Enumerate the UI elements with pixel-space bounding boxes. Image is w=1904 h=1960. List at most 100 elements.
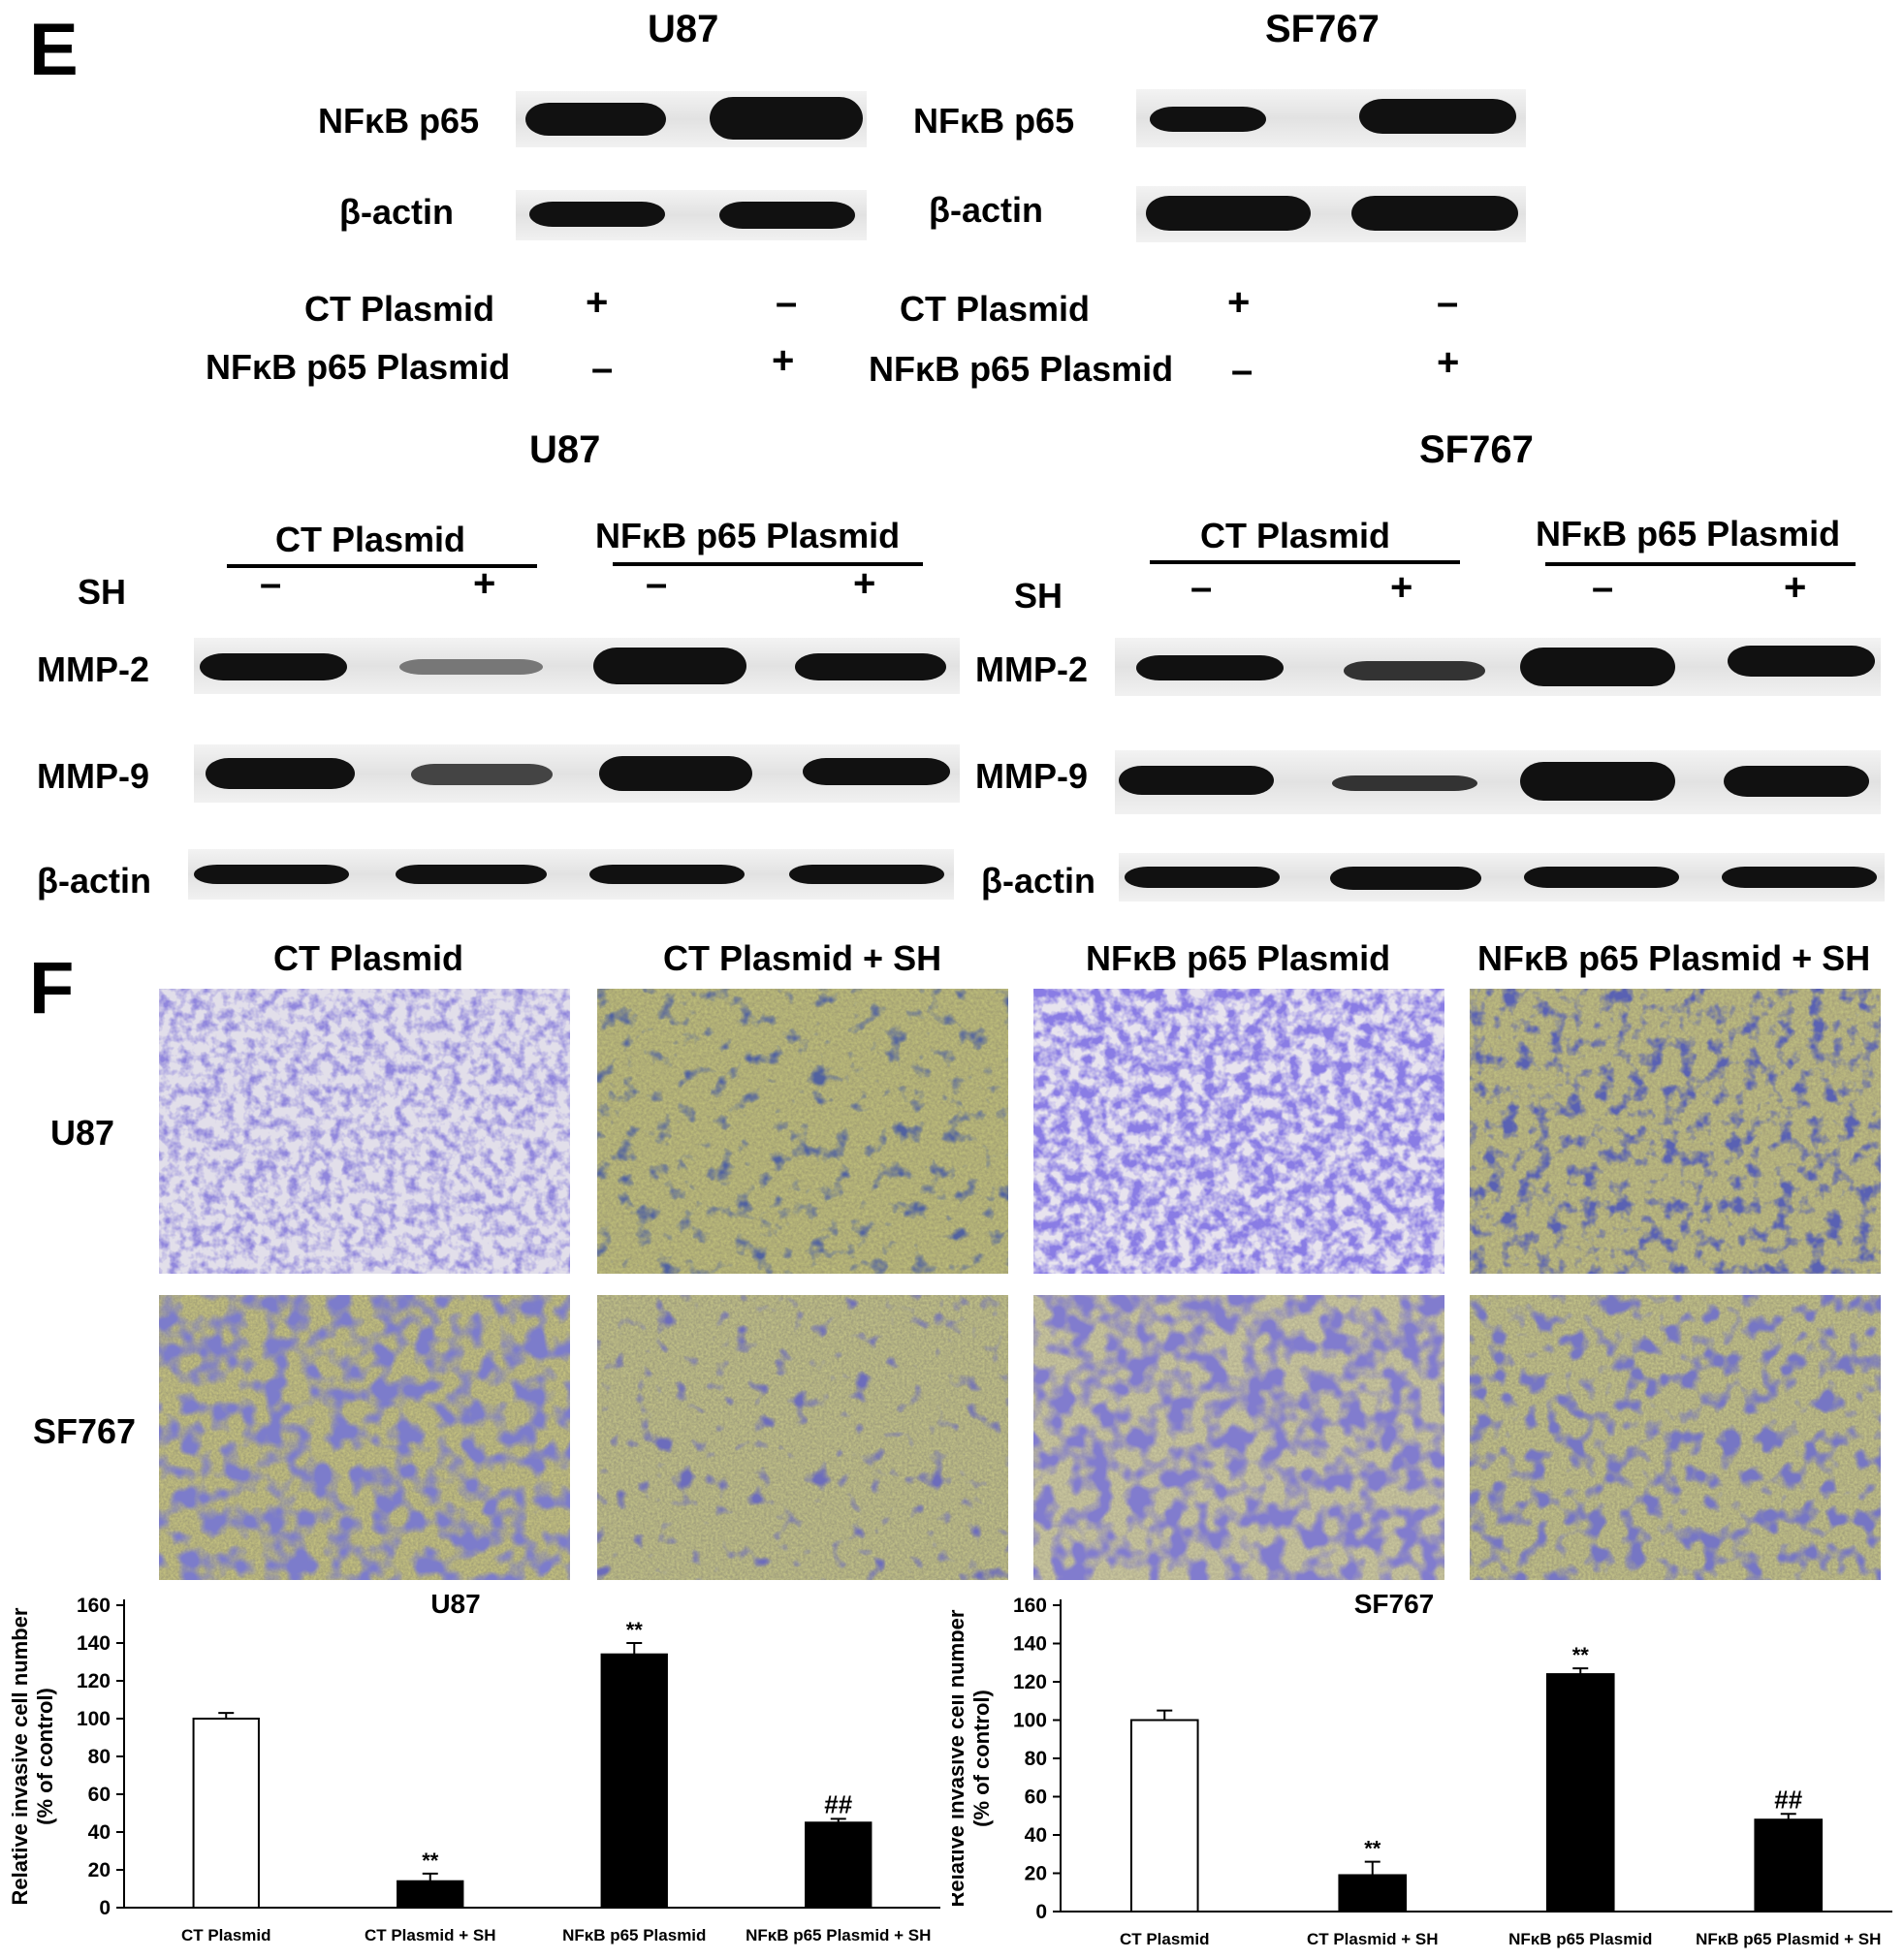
bar <box>805 1821 873 1909</box>
actin-label-left: β-actin <box>339 192 454 232</box>
micrograph-texture <box>159 1295 570 1580</box>
y-tick-label: 140 <box>77 1632 111 1655</box>
sh-label-left: SH <box>78 572 127 612</box>
micrograph-texture <box>1033 989 1444 1274</box>
blot-u87-mmp2 <box>194 638 960 694</box>
band <box>1136 655 1284 680</box>
plus-sign: + <box>586 281 609 324</box>
y-tick-label: 100 <box>77 1708 111 1730</box>
y-tick-label: 20 <box>88 1859 111 1881</box>
band <box>194 865 349 884</box>
ct-plasmid-bracket-right <box>1150 560 1460 564</box>
micrograph-sf767-ct-plasmid <box>159 1295 570 1580</box>
minus-sign: – <box>1190 566 1213 609</box>
bottom-right-cell-line-title: SF767 <box>1419 428 1534 471</box>
y-tick-label: 40 <box>88 1821 111 1844</box>
blot-sf767-mmp9 <box>1115 750 1881 814</box>
x-tick-label: NFκB p65 Plasmid <box>1508 1930 1652 1948</box>
blot-u87-mmp9 <box>194 744 960 803</box>
bar-chart-u87: U87 Relative invasive cell number (% of co… <box>8 1589 940 1944</box>
micrograph-u87-ct-plasmid <box>159 989 570 1274</box>
micrograph-sf767-nfkb-plasmid-sh <box>1470 1295 1881 1580</box>
minus-sign: – <box>260 562 282 605</box>
band <box>525 103 666 136</box>
y-tick-label: 60 <box>1025 1786 1047 1809</box>
ct-plasmid-row-label-left: CT Plasmid <box>304 289 495 329</box>
minus-sign: – <box>776 281 798 324</box>
significance-annotation: ## <box>824 1789 852 1818</box>
row-label-u87: U87 <box>50 1113 115 1153</box>
actin-label-bottom-left: β-actin <box>37 861 151 901</box>
ct-plasmid-header-right: CT Plasmid <box>1200 516 1391 555</box>
actin-label-right: β-actin <box>929 190 1043 230</box>
plus-sign: + <box>1390 566 1413 609</box>
micrograph-texture <box>597 989 1008 1274</box>
y-axis-label: Relative invasive cell number <box>8 1607 32 1905</box>
chart-title: U87 <box>430 1589 480 1619</box>
bottom-left-cell-line-title: U87 <box>529 428 601 471</box>
band <box>411 764 553 785</box>
y-tick-label: 140 <box>1013 1633 1047 1656</box>
y-tick-label: 160 <box>1013 1595 1047 1617</box>
band <box>1332 775 1477 791</box>
nfkb-plasmid-bracket-right <box>1545 562 1856 566</box>
x-tick-label: CT Plasmid + SH <box>365 1926 496 1944</box>
blot-sf767-actin <box>1136 186 1526 242</box>
band <box>1344 661 1485 680</box>
micrograph-texture <box>597 1295 1008 1580</box>
band <box>593 648 746 684</box>
blot-u87-nfkb <box>516 91 867 147</box>
bar <box>1129 1719 1199 1913</box>
x-tick-label: CT Plasmid <box>181 1926 271 1944</box>
minus-sign: – <box>591 347 614 390</box>
y-tick-label: 160 <box>77 1595 111 1617</box>
band <box>795 653 946 680</box>
y-axis-label-units: (% of control) <box>969 1690 994 1827</box>
y-axis-label: Relative invasive cell number <box>952 1609 968 1907</box>
band <box>206 758 355 789</box>
micrograph-texture <box>1470 989 1881 1274</box>
blot-sf767-nfkb <box>1136 89 1526 147</box>
plus-sign: + <box>1227 281 1251 324</box>
mmp9-label-right: MMP-9 <box>975 756 1088 796</box>
micrograph-u87-nfkb-plasmid <box>1033 989 1444 1274</box>
plus-sign: + <box>853 562 876 605</box>
micrograph-sf767-nfkb-plasmid <box>1033 1295 1444 1580</box>
band <box>1724 766 1869 797</box>
actin-label-bottom-right: β-actin <box>981 861 1095 901</box>
band <box>396 865 547 884</box>
column-header-nfkb-plasmid: NFκB p65 Plasmid <box>1086 938 1391 978</box>
micrograph-texture <box>159 989 570 1274</box>
x-tick-label: NFκB p65 Plasmid <box>562 1926 706 1944</box>
y-axis-label-units: (% of control) <box>33 1688 57 1825</box>
micrograph-texture <box>1470 1295 1881 1580</box>
y-tick-label: 120 <box>77 1670 111 1692</box>
x-tick-label: NFκB p65 Plasmid + SH <box>746 1926 931 1944</box>
significance-annotation: ** <box>626 1618 644 1642</box>
y-tick-label: 0 <box>99 1897 111 1919</box>
band <box>710 97 863 140</box>
band <box>1119 766 1274 795</box>
band <box>1146 196 1311 231</box>
band <box>789 865 944 884</box>
blot-u87-actin <box>516 190 867 240</box>
bar <box>1754 1818 1824 1913</box>
y-tick-label: 80 <box>1025 1748 1047 1770</box>
micrograph-sf767-ct-plasmid-sh <box>597 1295 1008 1580</box>
band <box>1150 107 1266 132</box>
blot-sf767-actin-2 <box>1119 853 1885 901</box>
bar <box>192 1718 260 1909</box>
nfkb-plasmid-row-label-right: NFκB p65 Plasmid <box>869 349 1174 389</box>
x-tick-label: NFκB p65 Plasmid + SH <box>1696 1930 1881 1948</box>
y-tick-label: 80 <box>88 1746 111 1768</box>
band <box>1330 867 1481 890</box>
band <box>1520 762 1675 801</box>
minus-sign: – <box>646 562 668 605</box>
band <box>589 865 745 884</box>
sh-label-right: SH <box>1014 576 1063 616</box>
row-label-sf767: SF767 <box>33 1411 137 1451</box>
nfkb-plasmid-row-label-left: NFκB p65 Plasmid <box>206 347 511 387</box>
bar <box>600 1653 668 1909</box>
ct-plasmid-row-label-right: CT Plasmid <box>900 289 1091 329</box>
column-header-ct-plasmid-sh: CT Plasmid + SH <box>663 938 942 978</box>
